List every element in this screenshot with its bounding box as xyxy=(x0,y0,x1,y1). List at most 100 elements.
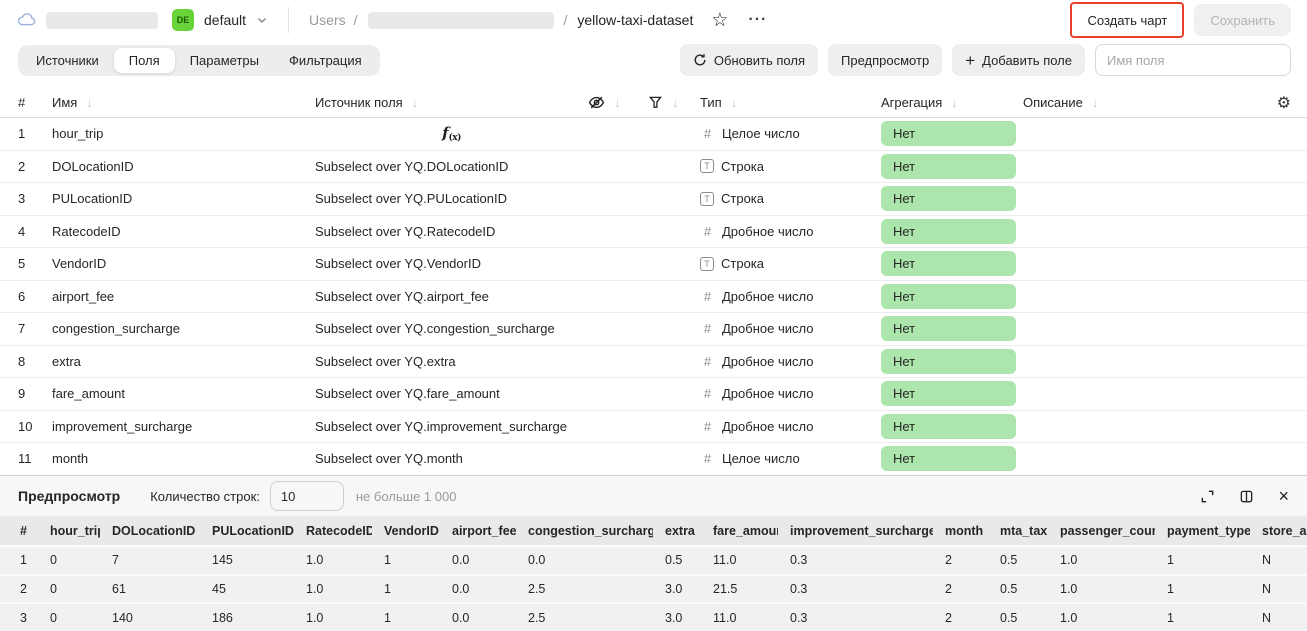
field-type[interactable]: # Дробное число xyxy=(700,321,881,336)
field-name[interactable]: extra xyxy=(52,353,81,369)
field-name[interactable]: VendorID xyxy=(52,256,107,272)
field-row[interactable]: 7 congestion_surcharge Subselect over YQ… xyxy=(0,313,1307,346)
field-row[interactable]: 10 improvement_surcharge Subselect over … xyxy=(0,411,1307,443)
redacted-breadcrumb-item xyxy=(367,11,554,29)
preview-col-header: mta_tax xyxy=(988,516,1048,546)
aggregation-select[interactable]: Нет xyxy=(881,348,1016,374)
col-description-label: Описание xyxy=(1023,95,1083,110)
refresh-fields-button[interactable]: Обновить поля xyxy=(679,44,819,76)
field-name[interactable]: congestion_surcharge xyxy=(52,321,180,337)
col-filter[interactable]: ↓ xyxy=(648,95,700,110)
preview-cell: 0.0 xyxy=(440,573,516,603)
save-button[interactable]: Сохранить xyxy=(1194,4,1291,36)
aggregation-select[interactable]: Нет xyxy=(881,153,1016,179)
preview-cell: 1.0 xyxy=(294,602,372,631)
col-name[interactable]: Имя ↓ xyxy=(52,95,315,110)
favorite-star-icon[interactable]: ☆ xyxy=(711,9,729,31)
field-source: Subselect over YQ.RatecodeID xyxy=(315,223,496,239)
field-name[interactable]: month xyxy=(52,451,89,467)
preview-cell: 140 xyxy=(100,602,200,631)
field-row[interactable]: 4 RatecodeID Subselect over YQ.RatecodeI… xyxy=(0,216,1307,248)
preview-col-header: # xyxy=(0,516,38,546)
refresh-icon xyxy=(694,54,706,66)
preview-col-header: congestion_surcharge xyxy=(516,516,653,546)
sort-arrow-icon[interactable]: ↓ xyxy=(730,95,738,110)
split-view-icon[interactable] xyxy=(1239,489,1254,504)
field-type[interactable]: Т Строка xyxy=(700,159,881,174)
field-source: Subselect over YQ.airport_fee xyxy=(315,288,489,304)
sort-arrow-icon[interactable]: ↓ xyxy=(672,95,679,110)
preview-cell: 1 xyxy=(0,545,38,575)
chevron-down-icon[interactable] xyxy=(256,14,268,26)
aggregation-select[interactable]: Нет xyxy=(881,283,1016,309)
aggregation-select[interactable]: Нет xyxy=(881,121,1016,147)
table-settings-gear-icon[interactable]: ⚙ xyxy=(1276,94,1291,112)
sort-arrow-icon[interactable]: ↓ xyxy=(951,95,958,110)
breadcrumb-root[interactable]: Users xyxy=(309,12,346,28)
field-name[interactable]: airport_fee xyxy=(52,288,115,304)
col-description[interactable]: Описание ↓ xyxy=(1023,95,1251,110)
field-type[interactable]: # Целое число xyxy=(700,126,881,141)
top-bar: DE default Users / / yellow-taxi-dataset… xyxy=(0,0,1307,40)
field-type[interactable]: Т Строка xyxy=(700,191,881,206)
tab-fields[interactable]: Поля xyxy=(113,47,175,73)
tab-parameters[interactable]: Параметры xyxy=(189,52,259,68)
folder-select[interactable]: default xyxy=(204,12,247,28)
field-name[interactable]: hour_trip xyxy=(52,126,104,142)
field-row[interactable]: 11 month Subselect over YQ.month # Целое … xyxy=(0,443,1307,476)
field-type[interactable]: # Дробное число xyxy=(700,289,881,304)
field-name[interactable]: PULocationID xyxy=(52,191,133,207)
col-type[interactable]: Тип ↓ xyxy=(700,95,881,110)
field-row[interactable]: 1 hour_trip f(x) # Целое число Нет xyxy=(0,118,1307,151)
field-name[interactable]: RatecodeID xyxy=(52,223,121,239)
field-type-label: Дробное число xyxy=(722,288,814,304)
field-type[interactable]: # Дробное число xyxy=(700,224,881,239)
field-type[interactable]: # Дробное число xyxy=(700,354,881,369)
more-menu-icon[interactable]: ··· xyxy=(748,11,768,28)
add-field-button[interactable]: + Добавить поле xyxy=(952,44,1085,76)
create-chart-button[interactable]: Создать чарт xyxy=(1073,5,1182,35)
aggregation-select[interactable]: Нет xyxy=(881,446,1016,472)
field-row[interactable]: 2 DOLocationID Subselect over YQ.DOLocat… xyxy=(0,151,1307,183)
preview-cell: 7 xyxy=(100,545,200,575)
fields-table: # Имя ↓ Источник поля ↓ ↓ ↓ Тип ↓ Агрегация… xyxy=(0,88,1307,476)
field-name[interactable]: improvement_surcharge xyxy=(52,418,193,434)
preview-cell: N xyxy=(1250,573,1307,603)
preview-cell: 1.0 xyxy=(294,573,372,603)
field-type[interactable]: # Дробное число xyxy=(700,386,881,401)
sort-arrow-icon[interactable]: ↓ xyxy=(614,95,621,110)
field-type[interactable]: # Целое число xyxy=(700,451,881,466)
expand-preview-icon[interactable] xyxy=(1200,489,1215,504)
field-row[interactable]: 6 airport_fee Subselect over YQ.airport_… xyxy=(0,281,1307,313)
field-row[interactable]: 3 PULocationID Subselect over YQ.PULocat… xyxy=(0,183,1307,216)
col-source[interactable]: Источник поля ↓ xyxy=(315,95,588,110)
field-name-search-input[interactable] xyxy=(1095,44,1291,76)
sort-arrow-icon[interactable]: ↓ xyxy=(86,95,93,110)
aggregation-select[interactable]: Нет xyxy=(881,381,1016,407)
tab-sources[interactable]: Источники xyxy=(36,52,99,68)
col-aggregation[interactable]: Агрегация ↓ xyxy=(881,95,1023,110)
tab-filtering[interactable]: Фильтрация xyxy=(289,52,362,68)
aggregation-select[interactable]: Нет xyxy=(881,316,1016,342)
field-name[interactable]: fare_amount xyxy=(52,386,125,402)
field-type[interactable]: Т Строка xyxy=(700,256,881,271)
aggregation-select[interactable]: Нет xyxy=(881,413,1016,439)
field-row[interactable]: 8 extra Subselect over YQ.extra # Дробное… xyxy=(0,346,1307,378)
aggregation-select[interactable]: Нет xyxy=(881,218,1016,244)
preview-toggle-button[interactable]: Предпросмотр xyxy=(828,44,943,76)
col-hidden[interactable]: ↓ xyxy=(588,94,648,111)
sort-arrow-icon[interactable]: ↓ xyxy=(1091,95,1099,110)
float-type-icon: # xyxy=(703,223,712,239)
field-row[interactable]: 9 fare_amount Subselect over YQ.fare_amo… xyxy=(0,378,1307,411)
aggregation-select[interactable]: Нет xyxy=(881,186,1016,212)
sort-arrow-icon[interactable]: ↓ xyxy=(411,95,419,110)
close-preview-icon[interactable]: × xyxy=(1278,486,1289,506)
field-type[interactable]: # Дробное число xyxy=(700,419,881,434)
breadcrumb-separator: / xyxy=(353,12,358,28)
field-name[interactable]: DOLocationID xyxy=(52,158,134,174)
aggregation-select[interactable]: Нет xyxy=(881,251,1016,277)
row-count-input[interactable] xyxy=(269,481,344,511)
annotation-highlight: Создать чарт xyxy=(1070,2,1185,38)
field-type-label: Дробное число xyxy=(722,321,814,337)
